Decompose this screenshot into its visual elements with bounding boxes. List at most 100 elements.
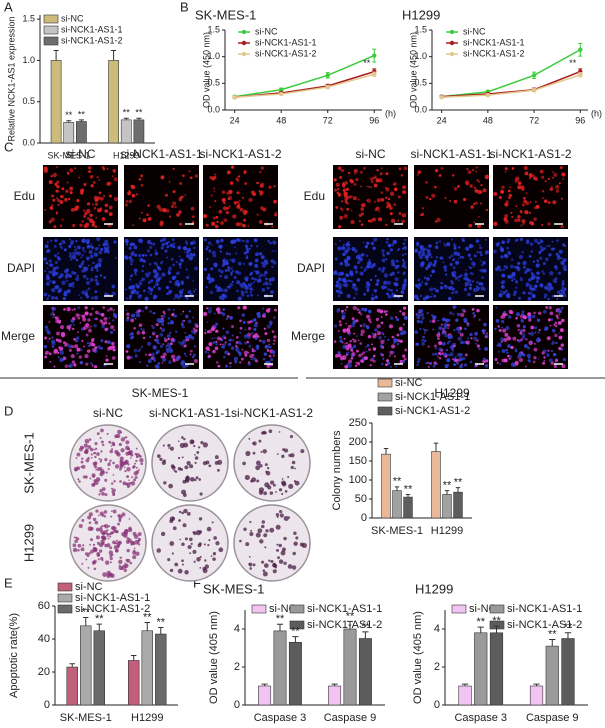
cell-dot: [150, 254, 153, 257]
cell-dot: [139, 361, 141, 363]
cell-dot: [372, 218, 376, 222]
cell-dot: [376, 318, 379, 321]
cell-dot: [511, 273, 515, 277]
cell-dot: [208, 355, 211, 358]
cell-dot: [486, 209, 488, 211]
cell-dot: [394, 187, 398, 191]
micrograph: [203, 305, 278, 369]
cell-dot: [168, 308, 171, 311]
cell-dot: [365, 346, 367, 348]
error-bar: [277, 624, 283, 631]
cell-dot: [391, 344, 395, 348]
cell-dot: [242, 313, 245, 316]
colony: [81, 461, 84, 464]
point: [326, 85, 330, 89]
cell-dot: [88, 265, 90, 267]
cell-dot: [455, 290, 458, 293]
cell-dot: [500, 337, 504, 341]
cell-dot: [95, 318, 98, 321]
x-tick-label: 48: [483, 115, 493, 125]
cell-dot: [250, 245, 253, 248]
cell-dot: [536, 280, 539, 283]
colony: [186, 475, 189, 478]
cell-dot: [363, 242, 365, 244]
cell-dot: [499, 329, 501, 331]
cell-dot: [562, 290, 565, 293]
cell-dot: [126, 350, 129, 353]
cell-dot: [150, 358, 152, 360]
legend-swatch: [450, 41, 454, 45]
cell-dot: [427, 252, 431, 256]
cell-dot: [188, 290, 192, 294]
cell-dot: [259, 339, 262, 342]
cell-dot: [513, 294, 515, 296]
cell-dot: [64, 342, 68, 346]
colony: [111, 488, 113, 490]
cell-dot: [355, 178, 358, 181]
cell-dot: [474, 187, 476, 189]
cell-dot: [523, 197, 526, 200]
significance-label: **: [81, 606, 90, 618]
colony: [96, 535, 100, 539]
cell-dot: [207, 352, 209, 354]
chart-title: SK-MES-1: [195, 7, 256, 22]
cell-dot: [250, 273, 253, 276]
cell-dot: [466, 182, 469, 185]
y-tick-label: 20: [38, 666, 50, 678]
cell-dot: [535, 201, 537, 203]
cell-dot: [371, 297, 375, 301]
cell-dot: [425, 267, 427, 269]
cell-dot: [493, 250, 497, 254]
cell-dot: [186, 251, 189, 254]
cell-dot: [534, 284, 537, 287]
cell-dot: [402, 247, 404, 249]
cell-dot: [360, 325, 362, 327]
cell-dot: [403, 307, 406, 310]
cell-dot: [130, 275, 132, 277]
cell-dot: [455, 276, 458, 279]
cell-dot: [102, 217, 106, 221]
cell-dot: [500, 255, 503, 258]
cell-dot: [223, 218, 227, 222]
cell-dot: [182, 174, 185, 177]
cell-dot: [182, 311, 184, 313]
colony: [134, 547, 136, 549]
cell-dot: [473, 288, 477, 292]
cell-dot: [80, 256, 82, 258]
cell-dot: [140, 174, 143, 177]
cell-dot: [210, 194, 212, 196]
cell-dot: [401, 174, 404, 177]
cell-dot: [366, 242, 369, 245]
cell-dot: [356, 350, 359, 353]
cell-dot: [52, 312, 54, 314]
cell-dot: [272, 330, 275, 333]
colony: [95, 510, 98, 513]
cell-dot: [366, 264, 370, 268]
cell-dot: [87, 349, 90, 352]
cell-dot: [551, 350, 553, 352]
cell-dot: [58, 321, 60, 323]
cell-dot: [536, 259, 538, 261]
cell-dot: [550, 325, 552, 327]
cell-dot: [539, 245, 542, 248]
cell-dot: [543, 310, 547, 314]
legend-swatch: [44, 37, 58, 45]
cell-dot: [136, 313, 140, 317]
cell-dot: [234, 246, 236, 248]
colony: [277, 516, 279, 518]
colony: [260, 451, 262, 453]
cell-dot: [225, 262, 229, 266]
cell-dot: [245, 245, 248, 248]
colony: [135, 551, 139, 555]
cell-dot: [247, 341, 250, 344]
cell-dot: [147, 249, 150, 252]
colony: [193, 531, 197, 535]
colony: [107, 463, 110, 466]
cell-dot: [418, 170, 422, 174]
colony: [123, 533, 127, 537]
colony: [283, 537, 286, 540]
cell-dot: [367, 344, 370, 347]
cell-dot: [438, 352, 441, 355]
cell-dot: [172, 238, 175, 241]
cell-dot: [553, 353, 557, 357]
